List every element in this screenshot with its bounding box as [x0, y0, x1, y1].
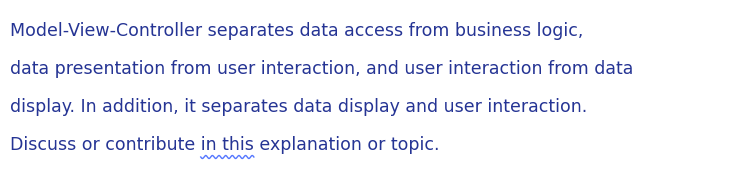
Text: display. In addition, it separates data display and user interaction.: display. In addition, it separates data …	[10, 98, 588, 116]
Text: Discuss or contribute in this explanation or topic.: Discuss or contribute in this explanatio…	[10, 136, 440, 154]
Text: Model-View-Controller separates data access from business logic,: Model-View-Controller separates data acc…	[10, 22, 583, 40]
Text: data presentation from user interaction, and user interaction from data: data presentation from user interaction,…	[10, 60, 634, 78]
